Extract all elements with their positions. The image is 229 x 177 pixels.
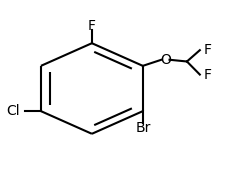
Text: F: F xyxy=(204,68,212,82)
Text: F: F xyxy=(88,19,96,33)
Text: O: O xyxy=(160,53,171,67)
Text: Br: Br xyxy=(135,121,150,135)
Text: Cl: Cl xyxy=(6,104,19,118)
Text: F: F xyxy=(204,43,212,57)
